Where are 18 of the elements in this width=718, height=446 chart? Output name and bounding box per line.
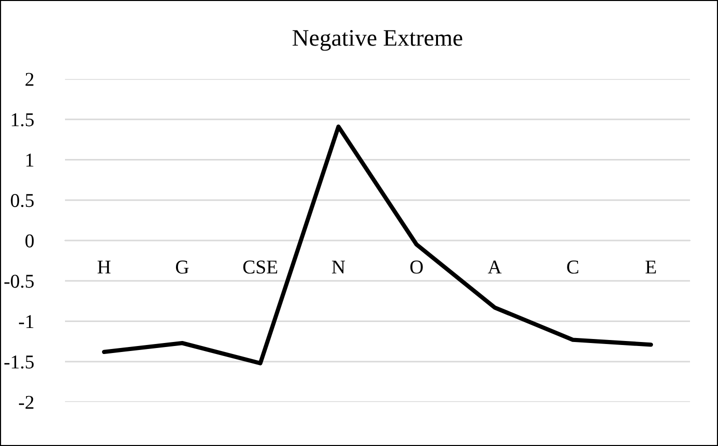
y-tick-label: 0 bbox=[25, 234, 34, 248]
x-tick-label: H bbox=[98, 260, 111, 274]
y-tick-label: -0.5 bbox=[4, 274, 34, 288]
y-tick-label: -1 bbox=[18, 315, 34, 328]
x-tick-label: O bbox=[410, 260, 423, 274]
x-tick-label: CSE bbox=[243, 260, 278, 274]
x-tick-label: N bbox=[332, 260, 346, 274]
y-tick-label: 1 bbox=[26, 154, 34, 166]
y-tick-label: 1.5 bbox=[12, 113, 34, 126]
x-tick-label: G bbox=[176, 260, 189, 274]
y-tick-label: 0.5 bbox=[10, 194, 34, 208]
y-tick-label: -2 bbox=[18, 396, 34, 409]
y-tick-label: 2 bbox=[26, 72, 34, 86]
chart-title: Negative Extreme bbox=[292, 30, 462, 51]
y-tick-label: -1.5 bbox=[4, 356, 34, 369]
x-tick-label: C bbox=[567, 260, 578, 274]
x-tick-label: E bbox=[646, 260, 656, 274]
x-tick-label: A bbox=[488, 260, 502, 274]
